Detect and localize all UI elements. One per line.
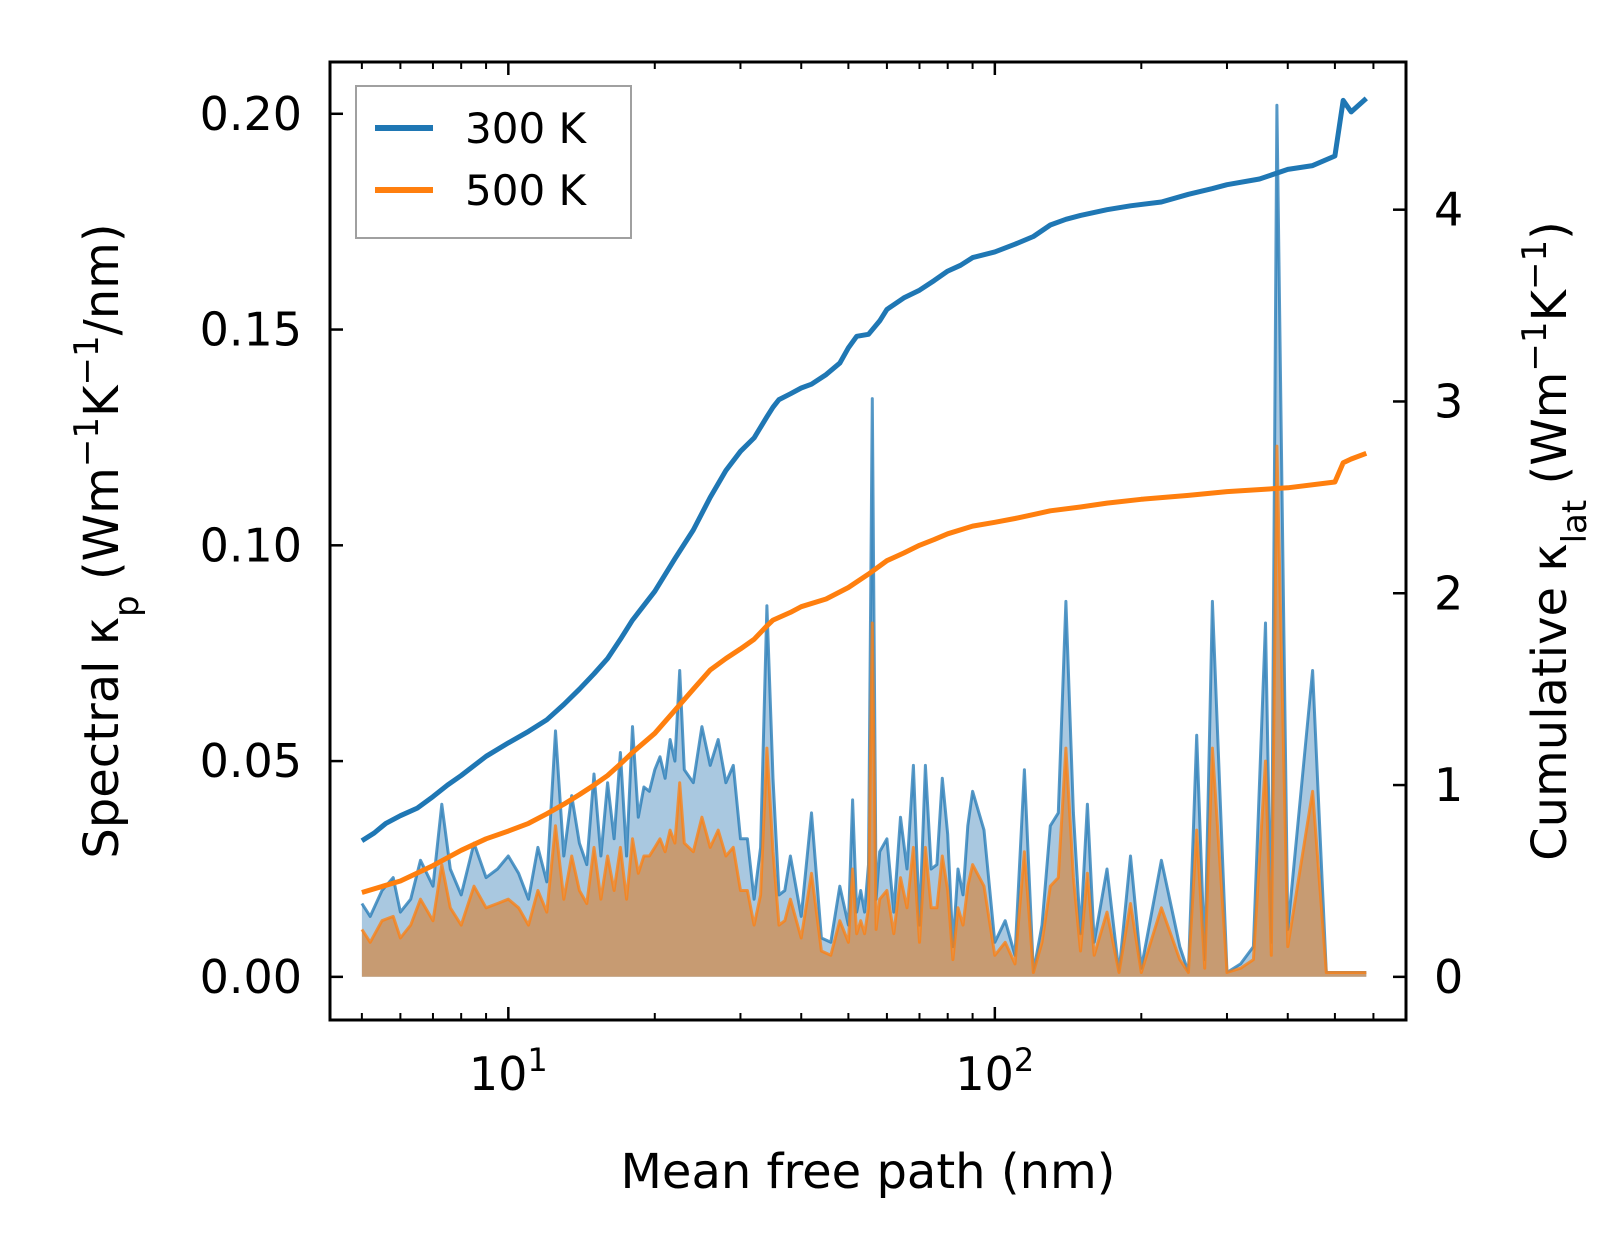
x-tick-label: 102 bbox=[955, 1041, 1034, 1101]
plot-frame bbox=[328, 60, 1408, 1022]
legend-label-500k: 500 K bbox=[465, 166, 588, 215]
y-right-tick-label: 3 bbox=[1434, 374, 1463, 428]
ticks-layer: 101 102 0.00 0.05 0.10 0.15 0.20 0 1 2 3 4 bbox=[200, 62, 1463, 1101]
spectral-500k-line bbox=[360, 444, 1367, 974]
y-right-tick-label: 1 bbox=[1434, 758, 1463, 812]
y-left-tick-label: 0.05 bbox=[200, 734, 302, 788]
legend-box bbox=[355, 85, 632, 239]
legend: 300 K 500 K bbox=[355, 85, 632, 239]
y-right-tick-label: 2 bbox=[1434, 566, 1463, 620]
legend-label-300k: 300 K bbox=[465, 104, 588, 153]
x-axis-title: Mean free path (nm) bbox=[621, 1144, 1116, 1200]
y-left-axis-title: Spectral κp (Wm−1K−1/nm) bbox=[67, 223, 147, 858]
y-left-tick-label: 0.15 bbox=[200, 303, 302, 357]
x-tick-label: 101 bbox=[469, 1041, 548, 1101]
y-left-tick-label: 0.10 bbox=[200, 518, 302, 572]
y-right-tick-label: 4 bbox=[1434, 183, 1463, 237]
cumulative-500k-line bbox=[361, 450, 1368, 895]
y-left-tick-label: 0.00 bbox=[200, 950, 302, 1004]
cumulative-layer bbox=[360, 96, 1368, 895]
spectral-layer bbox=[360, 103, 1367, 977]
cumulative-300k-line bbox=[360, 96, 1368, 843]
y-right-tick-label: 0 bbox=[1434, 950, 1463, 1004]
y-right-axis-title: Cumulative κlat (Wm−1K−1) bbox=[1515, 221, 1595, 861]
y-left-tick-label: 0.20 bbox=[200, 87, 302, 141]
